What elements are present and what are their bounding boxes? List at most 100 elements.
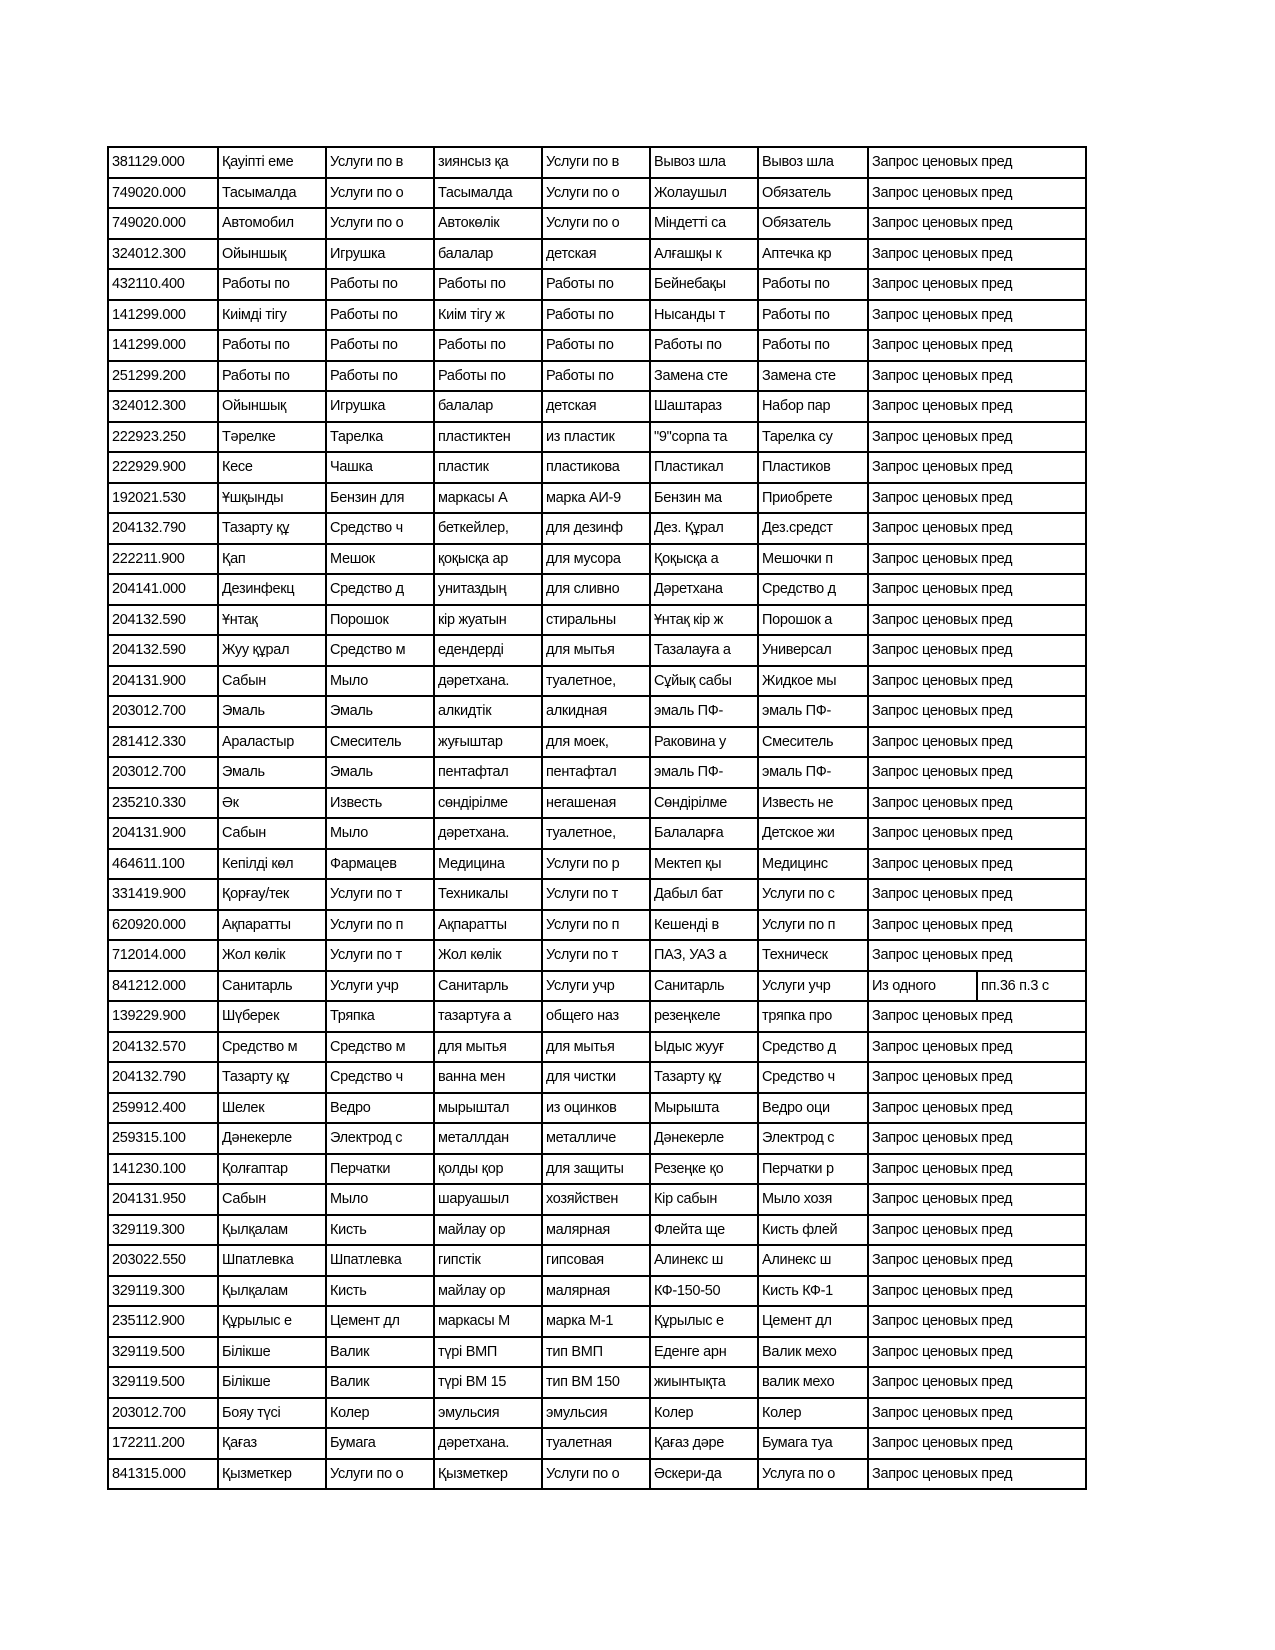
cell: для мытья — [541, 1030, 651, 1063]
cell: Кепілді көл — [217, 847, 327, 880]
cell: 222211.900 — [107, 542, 219, 575]
cell: Игрушка — [325, 237, 435, 270]
cell: Бояу түсі — [217, 1396, 327, 1429]
cell: Запрос ценовых пред — [867, 1061, 1087, 1094]
cell: Жол көлік — [433, 939, 543, 972]
cell: мырыштал — [433, 1091, 543, 1124]
cell: Сабын — [217, 664, 327, 697]
cell: для защиты — [541, 1152, 651, 1185]
cell: марка АИ-9 — [541, 481, 651, 514]
cell: Кисть — [325, 1213, 435, 1246]
cell: для мытья — [433, 1030, 543, 1063]
cell: Ұшқынды — [217, 481, 327, 514]
cell: түрі ВМП — [433, 1335, 543, 1368]
table-row: 324012.300 Ойыншық Игрушка балалар детская Ша… — [107, 390, 1087, 423]
cell: Фармацев — [325, 847, 435, 880]
cell: 620920.000 — [107, 908, 219, 941]
cell: алкидная — [541, 695, 651, 728]
cell: Раковина у — [649, 725, 759, 758]
cell: 259315.100 — [107, 1122, 219, 1155]
table-row: 204131.900 Сабын Мыло дәретхана. туалетное, Б… — [107, 817, 1087, 850]
cell: жиынтықта — [649, 1366, 759, 1399]
cell: Сұйық сабы — [649, 664, 759, 697]
cell: пентафтал — [433, 756, 543, 789]
cell: 324012.300 — [107, 237, 219, 270]
table-row: 139229.900 Шүберек Тряпка тазартуға а общего… — [107, 1000, 1087, 1033]
table-row: 204131.900 Сабын Мыло дәретхана. туалетное, С… — [107, 664, 1087, 697]
cell: малярная — [541, 1274, 651, 1307]
cell: Запрос ценовых пред — [867, 298, 1087, 331]
cell: для мусора — [541, 542, 651, 575]
cell: Услуги по п — [325, 908, 435, 941]
cell: Запрос ценовых пред — [867, 329, 1087, 362]
table-row: 203022.550 Шпатлевка Шпатлевка гипстік гипсо… — [107, 1244, 1087, 1277]
cell: Мырышта — [649, 1091, 759, 1124]
cell: Құрылыс е — [649, 1305, 759, 1338]
table-row: 841315.000 Қызметкер Услуги по о Қызметкер У… — [107, 1457, 1087, 1490]
cell: Работы по — [757, 298, 869, 331]
cell: Работы по — [325, 329, 435, 362]
cell: тип ВМ 150 — [541, 1366, 651, 1399]
cell: 204131.900 — [107, 817, 219, 850]
table-row: 281412.330 Араластыр Смеситель жуғыштар для … — [107, 725, 1087, 758]
cell: Детское жи — [757, 817, 869, 850]
cell: Работы по — [325, 298, 435, 331]
table-row: 381129.000 Қауіпті еме Услуги по в зиянсыз … — [107, 146, 1087, 179]
cell: едендерді — [433, 634, 543, 667]
cell: Запрос ценовых пред — [867, 176, 1087, 209]
table-row: 204132.790 Тазарту құ Средство ч беткейлер,… — [107, 512, 1087, 545]
cell: эмаль ПФ- — [757, 695, 869, 728]
table-row: 204132.790 Тазарту құ Средство ч ванна мен д… — [107, 1061, 1087, 1094]
cell: Мыло — [325, 817, 435, 850]
cell: Колер — [649, 1396, 759, 1429]
cell: общего наз — [541, 1000, 651, 1033]
cell: 749020.000 — [107, 207, 219, 240]
cell: Тазарту құ — [217, 1061, 327, 1094]
cell: туалетная — [541, 1427, 651, 1460]
cell: Техническ — [757, 939, 869, 972]
cell: Қағаз — [217, 1427, 327, 1460]
table-row: 259912.400 Шелек Ведро мырыштал из оцинков Мы… — [107, 1091, 1087, 1124]
cell: негашеная — [541, 786, 651, 819]
cell: Запрос ценовых пред — [867, 390, 1087, 423]
cell: Замена сте — [649, 359, 759, 392]
table-row: 172211.200 Қағаз Бумага дәретхана. туалетная… — [107, 1427, 1087, 1460]
cell: Валик мехо — [757, 1335, 869, 1368]
cell: Пластиков — [757, 451, 869, 484]
cell: 139229.900 — [107, 1000, 219, 1033]
cell: Запрос ценовых пред — [867, 939, 1087, 972]
cell: дәретхана. — [433, 664, 543, 697]
cell: тряпка про — [757, 1000, 869, 1033]
cell: металлдан — [433, 1122, 543, 1155]
cell: Шпатлевка — [217, 1244, 327, 1277]
cell: Услуги по с — [757, 878, 869, 911]
cell: Тазарту құ — [217, 512, 327, 545]
cell: Запрос ценовых пред — [867, 1305, 1087, 1338]
cell: Тарелка — [325, 420, 435, 453]
cell: Услуги по п — [541, 908, 651, 941]
cell: Смеситель — [325, 725, 435, 758]
cell: Дезинфекц — [217, 573, 327, 606]
cell: Бумага туа — [757, 1427, 869, 1460]
cell: Запрос ценовых пред — [867, 207, 1087, 240]
cell: Запрос ценовых пред — [867, 1091, 1087, 1124]
cell: Қылқалам — [217, 1213, 327, 1246]
cell: Бейнебақы — [649, 268, 759, 301]
cell: Медицина — [433, 847, 543, 880]
cell: Запрос ценовых пред — [867, 908, 1087, 941]
cell: 329119.300 — [107, 1274, 219, 1307]
cell: Вывоз шла — [649, 146, 759, 179]
table-row: 204141.000 Дезинфекц Средство д унитаздың дл… — [107, 573, 1087, 606]
cell: Средство ч — [325, 512, 435, 545]
cell: из пластик — [541, 420, 651, 453]
cell: Эмаль — [217, 695, 327, 728]
cell: Қоқысқа а — [649, 542, 759, 575]
cell: маркасы М — [433, 1305, 543, 1338]
cell: балалар — [433, 390, 543, 423]
cell: 204132.790 — [107, 1061, 219, 1094]
cell: 203012.700 — [107, 695, 219, 728]
cell: туалетное, — [541, 817, 651, 850]
cell: резеңкеле — [649, 1000, 759, 1033]
cell: Средство д — [757, 573, 869, 606]
cell: эмульсия — [541, 1396, 651, 1429]
